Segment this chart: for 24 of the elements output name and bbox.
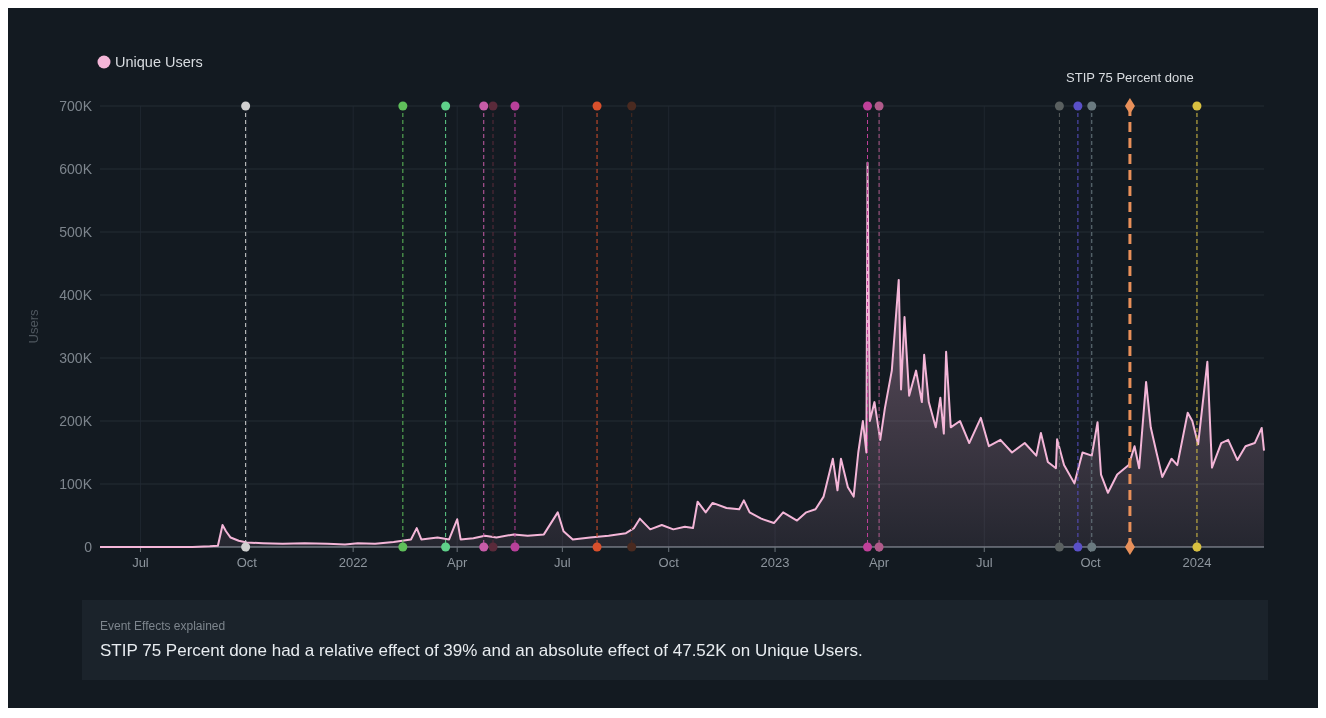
y-tick-label: 500K — [59, 224, 93, 240]
y-axis-title: Users — [26, 309, 41, 344]
x-tick-label: Apr — [447, 555, 468, 570]
x-tick-label: Apr — [868, 555, 890, 570]
x-tick-label: 2024 — [1182, 555, 1212, 570]
y-tick-label: 400K — [59, 287, 93, 303]
legend-label: Unique Users — [115, 54, 203, 70]
y-tick-label: 0 — [84, 539, 93, 555]
text: STIP 75 Percent done had a relative effect of 39% and an absolute effect of 47.52K on Unique Users. — [100, 641, 863, 660]
text: Event Effects explained — [100, 619, 226, 633]
x-tick-label: Oct — [236, 555, 258, 570]
y-tick-label: 700K — [59, 98, 93, 114]
y-tick-label: 200K — [59, 413, 93, 429]
x-tick-label: Jul — [554, 555, 571, 570]
x-tick-label: 2022 — [338, 555, 368, 570]
y-tick-label: 300K — [59, 350, 93, 366]
x-tick-label: Jul — [975, 555, 993, 570]
x-tick-label: Oct — [1080, 555, 1102, 570]
x-tick-label: Jul — [132, 555, 149, 570]
y-tick-label: 100K — [59, 476, 93, 492]
x-tick-label: 2023 — [760, 555, 790, 570]
x-tick-label: Oct — [658, 555, 680, 570]
y-tick-label: 600K — [59, 161, 93, 177]
ref-line-label: STIP 75 Percent done — [1066, 70, 1194, 85]
